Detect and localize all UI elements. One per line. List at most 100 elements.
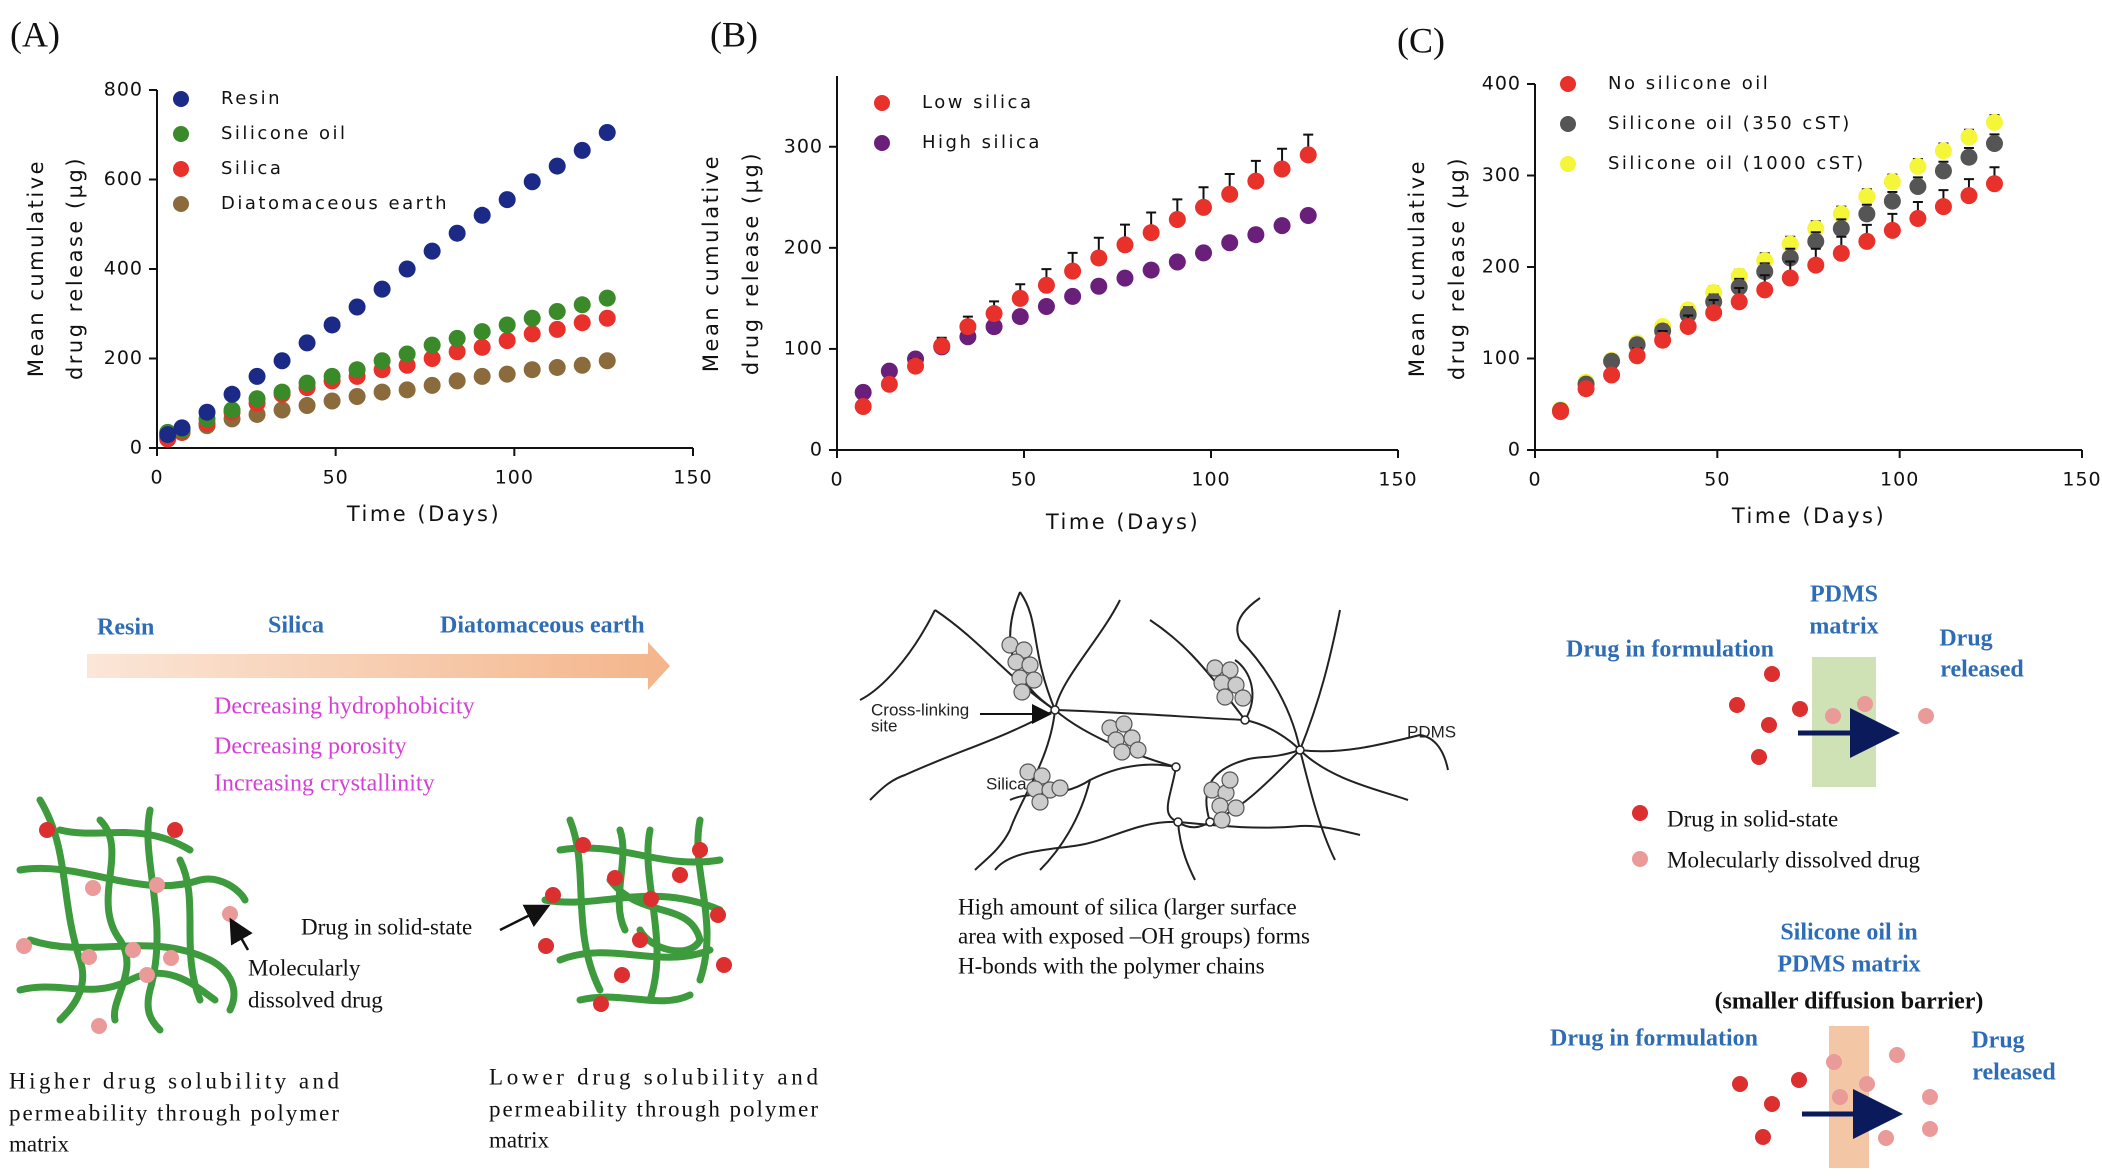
data-point [1832,220,1850,238]
barrier-label: (smaller diffusion barrier) [1715,989,1984,1015]
legend-label: High silica [922,132,1042,153]
data-point [1985,134,2003,152]
legend-marker [173,161,189,177]
legend-label: Silicone oil [221,123,348,144]
y-tick-label: 0 [1508,439,1521,461]
series [1552,166,2003,421]
data-point [1858,205,1876,223]
data-point [598,289,616,307]
data-point [1858,232,1876,250]
legend-marker [874,95,890,111]
legend-dot [1632,851,1648,867]
silica-label: Silica [986,774,1027,793]
data-point [598,124,616,142]
legend-marker [1560,76,1576,92]
drug-dots [16,822,732,1034]
legend-label: Silica [221,158,283,179]
data-point [398,345,416,363]
panel-label: (C) [1397,20,1445,60]
series [159,309,616,448]
data-point [1858,188,1876,206]
x-tick-label: 0 [150,467,163,489]
trend-label: Increasing crystallinity [214,771,435,797]
data-point [573,296,591,314]
data-point [548,320,566,338]
data-point [298,374,316,392]
data-point [173,419,191,437]
x-axis-title: Time (Days) [346,502,501,526]
data-point [1934,162,1952,180]
data-point [273,383,291,401]
data-point [573,141,591,159]
legend-marker [173,126,189,142]
data-point [1273,217,1291,235]
legend-label: No silicone oil [1608,73,1770,94]
data-point [248,367,266,385]
data-point [223,401,241,419]
caption: High amount of silica (larger surface [958,894,1297,919]
y-tick-label: 200 [784,236,823,258]
data-point [323,392,341,410]
data-point [1090,249,1108,267]
caption: permeability through polymer [489,1096,818,1121]
data-point [1603,352,1621,370]
data-point [1011,289,1029,307]
data-point [348,298,366,316]
formulation-label: Drug in formulation [1566,637,1774,663]
data-point [548,358,566,376]
data-point [1142,224,1160,242]
data-point [1247,226,1265,244]
left-diagram: Resin Silica Diatomaceous earth Decreasi… [9,613,819,1157]
data-point [1168,253,1186,271]
y-tick-label: 0 [130,437,143,459]
data-point [423,350,441,367]
x-tick-label: 150 [1378,469,1417,491]
crosslink-label: site [871,716,897,735]
silica-clusters [1001,636,1252,829]
data-point [598,309,616,327]
data-point [1781,269,1799,287]
data-point [1037,297,1055,315]
x-axis-title: Time (Days) [1045,510,1200,534]
formulation-label: Drug in formulation [1550,1026,1758,1052]
legend-label: Silicone oil (1000 cST) [1608,153,1866,174]
legend-label: Silicone oil (350 cST) [1608,113,1852,134]
data-point [323,367,341,385]
polymer-chains [16,796,724,1034]
data-point [1221,185,1239,203]
data-point [1832,205,1850,223]
data-point [273,401,291,419]
data-point [1577,380,1595,398]
caption: area with exposed –OH groups) forms [958,923,1310,948]
y-tick-label: 100 [784,337,823,359]
data-point [1832,244,1850,262]
x-tick-label: 50 [1704,469,1730,491]
data-point [598,352,616,370]
data-point [473,323,491,341]
legend-label: Diatomaceous earth [221,193,449,214]
data-point [1909,177,1927,195]
legend-marker [1560,156,1576,172]
data-point [907,357,925,375]
data-point [1705,304,1723,322]
y-axis-title: drug release (µg) [63,156,87,380]
data-point [323,316,341,334]
data-point [1985,175,2003,193]
data-point [1603,366,1621,384]
data-point [398,381,416,399]
x-tick-label: 100 [1191,469,1230,491]
data-point [1221,234,1239,252]
caption: H-bonds with the polymer chains [958,953,1265,978]
data-point [1909,157,1927,175]
series [1552,133,2003,420]
legend-label: Resin [221,88,282,109]
data-point [1195,244,1213,262]
data-point [198,403,216,421]
data-point [498,316,516,334]
caption: Higher drug solubility and [9,1068,340,1093]
y-tick-label: 200 [104,347,143,369]
trend-label: Decreasing hydrophobicity [214,694,475,720]
data-point [854,398,872,416]
data-point [1730,293,1748,311]
